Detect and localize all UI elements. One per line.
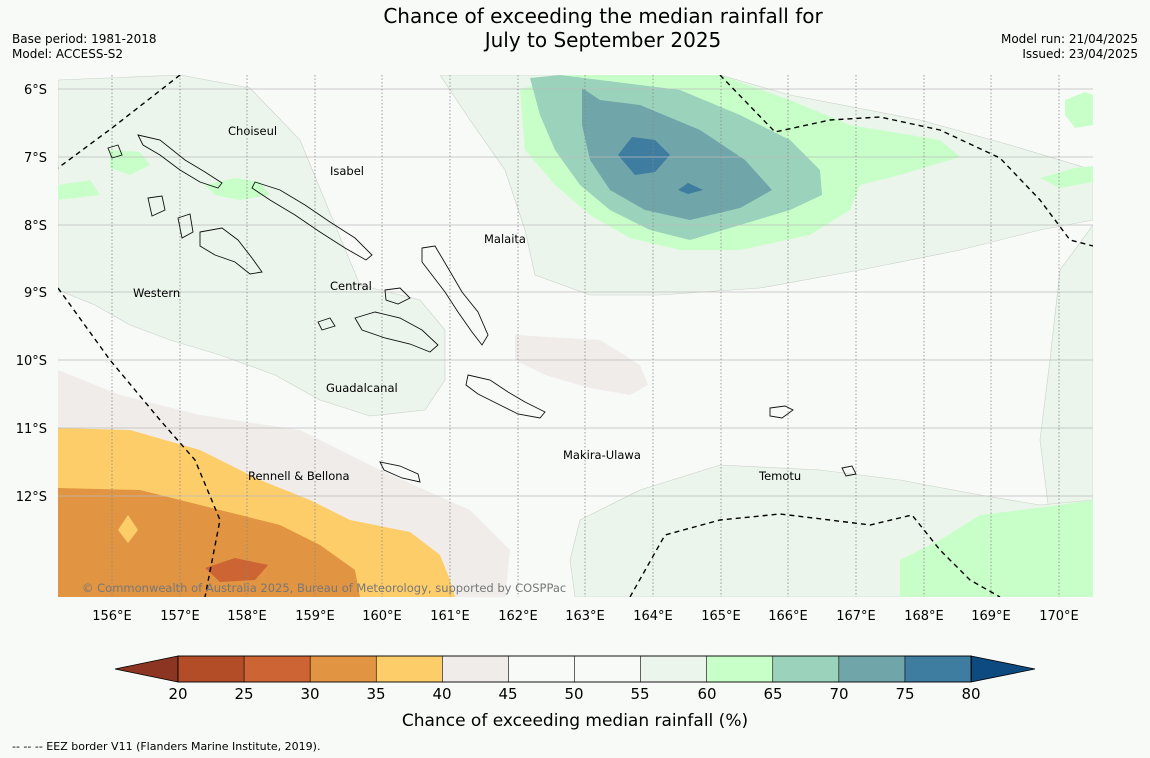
label-malaita: Malaita <box>484 232 526 246</box>
eez-footnote: -- -- -- EEZ border V11 (Flanders Marine… <box>12 740 320 753</box>
lat-label: 10°S <box>16 354 47 369</box>
label-choiseul: Choiseul <box>228 124 277 138</box>
lon-label: 165°E <box>701 609 741 624</box>
lon-label: 160°E <box>362 609 402 624</box>
colorbar-tick: 50 <box>564 685 583 703</box>
colorbar-segment <box>905 656 972 682</box>
lon-label: 167°E <box>836 609 876 624</box>
lon-label: 164°E <box>633 609 673 624</box>
lat-label: 6°S <box>24 83 47 98</box>
lat-label: 12°S <box>16 490 47 505</box>
label-makira-ulawa: Makira-Ulawa <box>563 448 641 462</box>
label-central: Central <box>330 279 372 293</box>
colorbar-tick: 40 <box>432 685 451 703</box>
colorbar-tick: 25 <box>234 685 253 703</box>
label-temotu: Temotu <box>758 469 801 483</box>
lon-axis-labels: 156°E 157°E 158°E 159°E 160°E 161°E 162°… <box>92 609 1079 624</box>
map-figure: Choiseul Isabel Malaita Western Central … <box>0 0 1150 758</box>
colorbar-segment <box>773 656 840 682</box>
colorbar-tick: 20 <box>168 685 187 703</box>
lon-label: 156°E <box>92 609 132 624</box>
colorbar-segment <box>575 656 642 682</box>
lon-label: 161°E <box>430 609 470 624</box>
colorbar-tick-labels: 20 25 30 35 40 45 50 55 60 65 70 75 80 <box>168 685 980 703</box>
colorbar-tick: 35 <box>366 685 385 703</box>
colorbar-segment <box>839 656 906 682</box>
colorbar-tick: 30 <box>300 685 319 703</box>
lon-label: 162°E <box>498 609 538 624</box>
lat-label: 11°S <box>16 422 47 437</box>
lon-label: 159°E <box>295 609 335 624</box>
colorbar-tick: 55 <box>630 685 649 703</box>
colorbar-segment <box>376 656 443 682</box>
colorbar-tick: 70 <box>829 685 848 703</box>
colorbar-segment <box>244 656 311 682</box>
colorbar-segment <box>178 656 245 682</box>
colorbar-segment <box>310 656 377 682</box>
lat-label: 9°S <box>24 286 47 301</box>
colorbar-tick: 75 <box>895 685 914 703</box>
colorbar-under-triangle <box>115 656 178 682</box>
lon-label: 163°E <box>565 609 605 624</box>
copyright-credit: © Commonwealth of Australia 2025, Bureau… <box>82 581 566 595</box>
colorbar-over-triangle <box>971 656 1035 682</box>
lon-label: 166°E <box>768 609 808 624</box>
label-isabel: Isabel <box>330 164 364 178</box>
label-guadalcanal: Guadalcanal <box>326 381 398 395</box>
colorbar: 20 25 30 35 40 45 50 55 60 65 70 75 80 C… <box>115 656 1035 731</box>
map-panel: Choiseul Isabel Malaita Western Central … <box>58 75 1093 597</box>
colorbar-tick: 65 <box>763 685 782 703</box>
label-western: Western <box>133 286 180 300</box>
colorbar-label: Chance of exceeding median rainfall (%) <box>402 711 748 731</box>
colorbar-segment <box>641 656 708 682</box>
colorbar-tick: 45 <box>498 685 517 703</box>
lon-label: 157°E <box>160 609 200 624</box>
lon-label: 169°E <box>971 609 1011 624</box>
colorbar-tick: 60 <box>697 685 716 703</box>
lon-label: 158°E <box>227 609 267 624</box>
colorbar-tick: 80 <box>961 685 980 703</box>
colorbar-segment <box>508 656 575 682</box>
lat-label: 8°S <box>24 219 47 234</box>
lon-label: 168°E <box>904 609 944 624</box>
lon-label: 170°E <box>1039 609 1079 624</box>
colorbar-segment <box>707 656 774 682</box>
lat-axis-labels: 6°S 7°S 8°S 9°S 10°S 11°S 12°S <box>16 83 47 505</box>
label-rennell-bellona: Rennell & Bellona <box>248 469 350 483</box>
colorbar-segments <box>178 656 972 682</box>
lat-label: 7°S <box>24 151 47 166</box>
colorbar-segment <box>442 656 509 682</box>
